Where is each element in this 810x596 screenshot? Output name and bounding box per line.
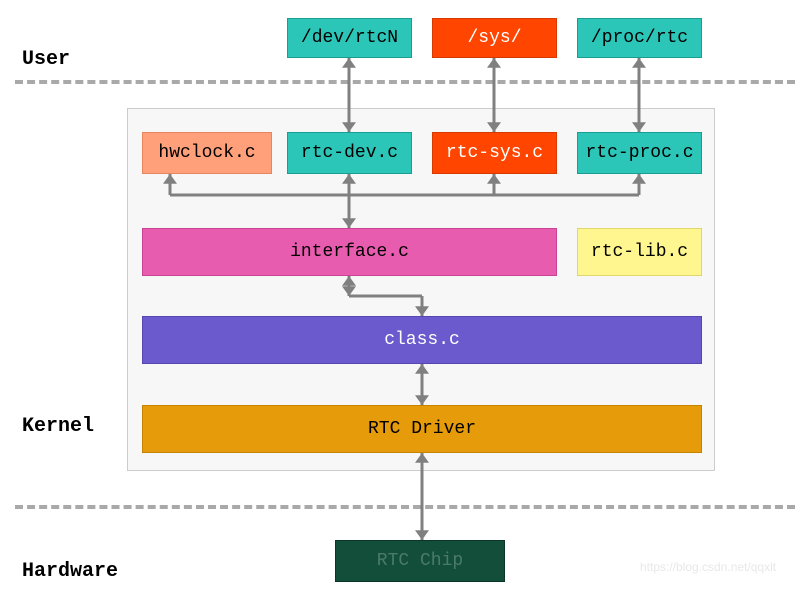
divider-user-kernel [15,80,795,84]
sys-box: /sys/ [432,18,557,58]
kernel-layer-label: Kernel [22,415,94,438]
divider-kernel-hardware [15,505,795,509]
sys-label: /sys/ [467,28,521,48]
rtc-dev-box: rtc-dev.c [287,132,412,174]
interface-label: interface.c [290,242,409,262]
rtc-driver-box: RTC Driver [142,405,702,453]
rtc-lib-label: rtc-lib.c [591,242,688,262]
watermark: https://blog.csdn.net/qqxlt [640,560,776,574]
rtc-dev-label: rtc-dev.c [301,143,398,163]
rtc-lib-box: rtc-lib.c [577,228,702,276]
rtc-sys-label: rtc-sys.c [446,143,543,163]
rtc-chip-label: RTC Chip [377,551,463,571]
interface-box: interface.c [142,228,557,276]
rtc-sys-box: rtc-sys.c [432,132,557,174]
proc-rtc-label: /proc/rtc [591,28,688,48]
rtc-chip-box: RTC Chip [335,540,505,582]
proc-rtc-box: /proc/rtc [577,18,702,58]
rtc-driver-label: RTC Driver [368,419,476,439]
hwclock-label: hwclock.c [158,143,255,163]
dev-rtcn-label: /dev/rtcN [301,28,398,48]
user-layer-label: User [22,48,70,71]
rtc-proc-label: rtc-proc.c [585,143,693,163]
class-label: class.c [384,330,460,350]
hwclock-box: hwclock.c [142,132,272,174]
hardware-layer-label: Hardware [22,560,118,583]
dev-rtcn-box: /dev/rtcN [287,18,412,58]
class-box: class.c [142,316,702,364]
rtc-proc-box: rtc-proc.c [577,132,702,174]
